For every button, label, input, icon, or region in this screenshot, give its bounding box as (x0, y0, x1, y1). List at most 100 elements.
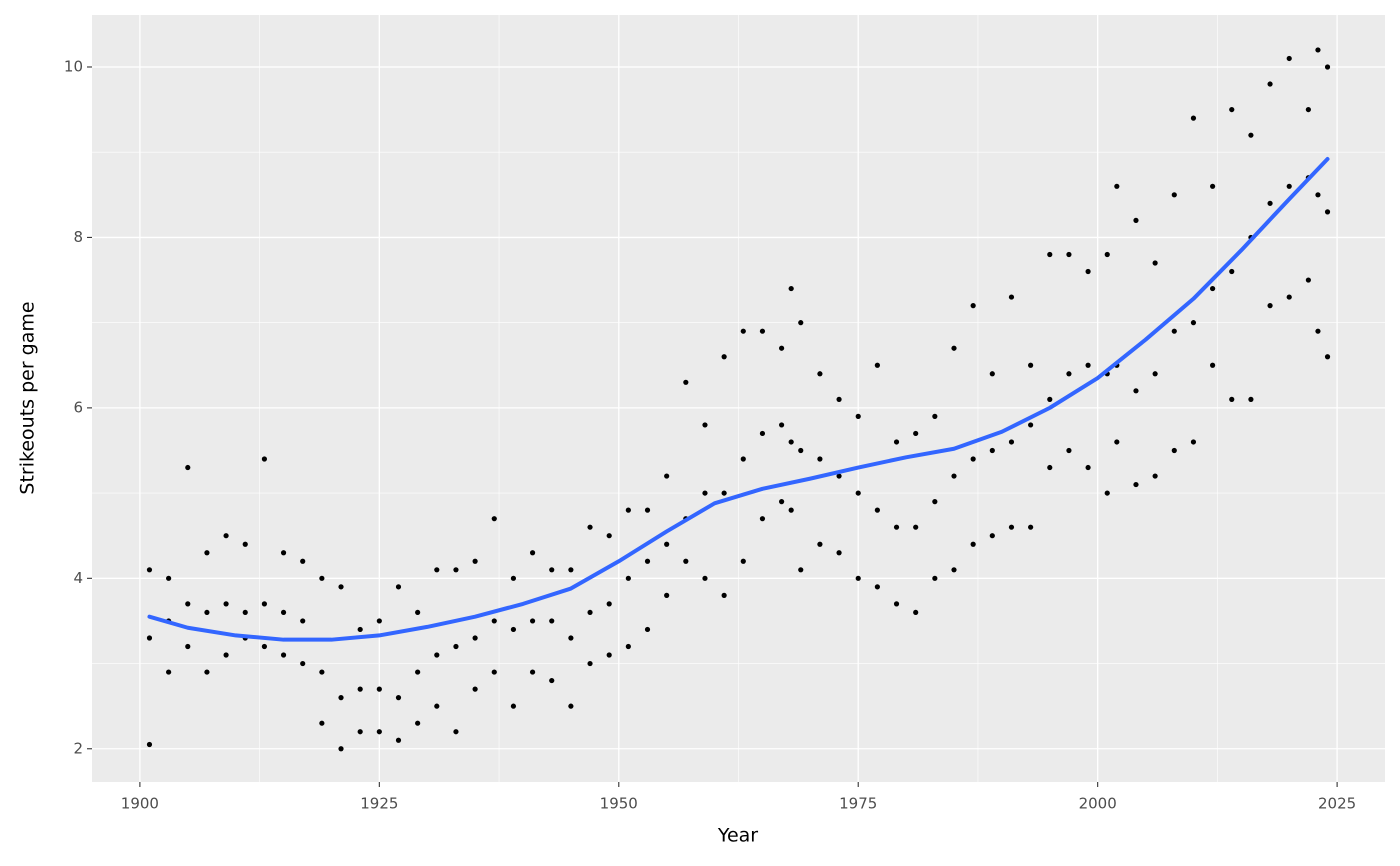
point (1305, 277, 1311, 283)
point (1133, 388, 1139, 394)
point (702, 575, 708, 581)
point (1315, 47, 1321, 53)
point (1047, 251, 1053, 258)
x-tick-label: 2025 (1318, 795, 1356, 813)
y-tick-label: 10 (64, 57, 83, 75)
point (740, 328, 746, 334)
point (817, 371, 823, 377)
point (644, 558, 651, 564)
point (280, 652, 287, 658)
point (204, 550, 210, 556)
point (146, 741, 153, 748)
point (549, 618, 555, 624)
point (913, 524, 919, 530)
point (1008, 524, 1015, 530)
point (1152, 371, 1158, 377)
point (740, 456, 746, 462)
point (1305, 106, 1311, 113)
point (453, 729, 459, 735)
point (1008, 439, 1015, 445)
point (1229, 268, 1235, 275)
point (529, 550, 536, 556)
point (280, 550, 287, 556)
point (510, 703, 517, 709)
x-tick-label: 1900 (121, 795, 159, 813)
point (625, 507, 631, 513)
point (664, 473, 670, 479)
point (1152, 260, 1158, 266)
point (1248, 132, 1254, 138)
point (817, 541, 823, 547)
point (223, 652, 229, 658)
point (932, 413, 938, 419)
y-tick-label: 6 (73, 398, 83, 416)
point (357, 686, 363, 692)
point (836, 473, 842, 479)
point (491, 516, 497, 522)
point (1171, 328, 1177, 334)
point (721, 490, 727, 496)
point (472, 635, 478, 641)
point (1324, 354, 1331, 360)
point (874, 362, 880, 368)
point (1066, 447, 1072, 454)
point (836, 550, 842, 556)
point (788, 507, 794, 513)
point (376, 686, 382, 692)
point (1085, 464, 1091, 471)
point (415, 609, 421, 616)
point (625, 575, 631, 581)
point (185, 464, 191, 471)
point (319, 720, 325, 726)
point (415, 669, 421, 675)
point (625, 643, 631, 650)
point (855, 490, 861, 496)
point (798, 447, 804, 454)
point (587, 524, 593, 530)
point (1171, 192, 1177, 198)
point (664, 592, 670, 598)
point (1324, 64, 1331, 70)
point (970, 303, 976, 309)
point (1104, 251, 1110, 258)
point (1190, 439, 1197, 445)
point (759, 430, 766, 437)
point (146, 567, 153, 573)
point (568, 635, 574, 641)
point (1028, 524, 1034, 530)
y-axis-title: Strikeouts per game (17, 301, 39, 494)
point (1267, 303, 1273, 309)
point (146, 635, 153, 641)
point (893, 601, 900, 607)
point (529, 618, 536, 624)
point (1171, 447, 1177, 454)
point (893, 524, 900, 530)
point (606, 601, 612, 607)
point (166, 575, 172, 581)
point (280, 609, 287, 616)
point (1028, 422, 1034, 428)
point (664, 541, 670, 547)
point (261, 456, 267, 462)
point (568, 703, 574, 709)
point (1114, 183, 1120, 189)
point (759, 516, 766, 522)
point (1210, 362, 1216, 368)
x-tick-label: 1950 (600, 795, 638, 813)
point (1008, 294, 1015, 300)
point (779, 499, 785, 505)
point (779, 345, 785, 351)
point (319, 575, 325, 581)
point (1152, 473, 1158, 479)
point (951, 345, 957, 351)
x-axis-title: Year (717, 825, 758, 847)
point (1229, 106, 1235, 113)
point (1324, 209, 1331, 215)
point (529, 669, 536, 675)
point (1315, 192, 1321, 198)
point (1267, 81, 1273, 87)
point (1047, 396, 1053, 402)
point (788, 439, 794, 445)
point (434, 703, 440, 709)
point (788, 285, 794, 292)
